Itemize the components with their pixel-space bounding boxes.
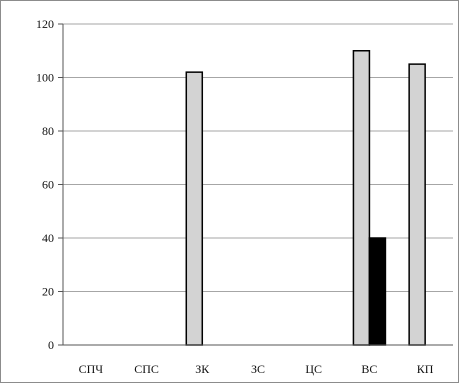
x-tick-label: СПС [134,362,159,376]
x-tick-label: ВС [361,362,377,376]
y-tick-label: 120 [36,17,54,31]
bar-КП-series-1 [408,63,426,346]
x-tick-label: ЗК [195,362,210,376]
bar-ВС-series-1 [352,50,371,346]
y-tick-label: 40 [42,231,54,245]
y-tick-label: 20 [42,285,54,299]
x-tick-label: ЗС [251,362,265,376]
x-tick-label: СПЧ [79,362,104,376]
y-tick-label: 60 [42,178,54,192]
y-tick-label: 100 [36,71,54,85]
x-tick-label: ЦС [305,362,322,376]
bar-ЗК-series-1 [185,71,204,346]
x-tick-label: КП [417,362,434,376]
bar-ВС-series-2 [368,237,387,346]
y-tick-label: 80 [42,124,54,138]
y-tick-label: 0 [48,338,54,352]
